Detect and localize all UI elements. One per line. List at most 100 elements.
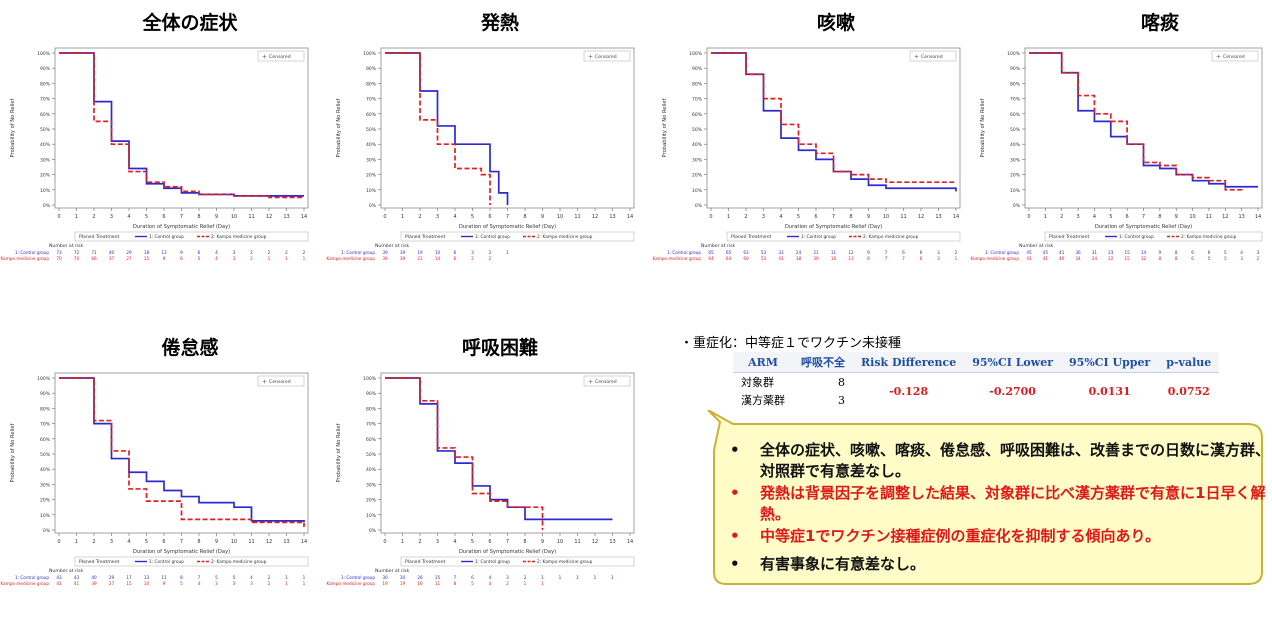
x-axis-label: Duration of Symptomatic Relief (Day)	[459, 224, 556, 230]
x-tick-label: 7	[180, 214, 183, 220]
plot-frame	[1024, 47, 1263, 209]
risk-value: 15	[1124, 250, 1130, 255]
y-tick-label: 30%	[692, 157, 703, 163]
risk-value: 53	[761, 256, 767, 261]
svg-text:Censored: Censored	[269, 54, 291, 60]
svg-text:1: Control group: 1: Control group	[1119, 234, 1154, 240]
x-tick-label: 10	[231, 539, 237, 545]
ci-upper-value: 0.0131	[1088, 384, 1131, 398]
svg-text:Censored: Censored	[595, 54, 617, 60]
risk-value: 72	[74, 250, 80, 255]
y-tick-label: 10%	[40, 188, 51, 194]
risk-label: Number at risk	[375, 243, 410, 249]
risk-value: 13	[161, 250, 167, 255]
risk-value: 38	[796, 256, 802, 261]
y-tick-label: 80%	[40, 406, 51, 412]
y-tick-label: 60%	[40, 112, 51, 118]
risk-value: 8	[1159, 256, 1162, 261]
y-tick-label: 40%	[40, 467, 51, 473]
y-tick-label: 50%	[40, 127, 51, 133]
risk-value: 1	[524, 581, 527, 586]
group-legend: Planed Treatment 1: Control group 2: Kampo…	[74, 231, 309, 242]
x-tick-label: 13	[609, 539, 615, 545]
risk-value: 34	[1075, 256, 1081, 261]
y-tick-label: 20%	[40, 173, 51, 179]
risk-value: 2	[955, 250, 958, 255]
risk-value: 21	[813, 250, 819, 255]
y-tick-label: 10%	[692, 188, 703, 194]
risk-value: 11	[161, 575, 167, 580]
y-tick-label: 0%	[369, 528, 377, 534]
y-tick-label: 50%	[692, 127, 703, 133]
col-ci-upper: 95%CI Upper	[1061, 352, 1159, 373]
svg-text:Planed Treatment: Planed Treatment	[79, 559, 120, 565]
x-tick-label: 10	[231, 214, 237, 220]
x-tick-label: 3	[110, 539, 113, 545]
x-tick-label: 2	[418, 539, 421, 545]
censored-legend: + Censored	[583, 375, 631, 387]
risk-value: 3	[506, 575, 509, 580]
x-tick-label: 12	[592, 539, 598, 545]
risk-row-name: 1: Control group	[15, 575, 49, 580]
group-legend: Planed Treatment 1: Control group 2: Kampo…	[400, 231, 635, 242]
risk-value: 23	[1108, 250, 1114, 255]
svg-text:+: +	[1216, 54, 1221, 61]
risk-value: 1	[576, 575, 579, 580]
risk-value: 2	[506, 581, 509, 586]
km-chart: 0%10%20%30%40%50%60%70%80%90%100%0 1 2 3 4 5 6…	[326, 47, 635, 261]
x-tick-label: 8	[523, 539, 526, 545]
x-tick-label: 0	[1027, 214, 1030, 220]
risk-value: 15	[1124, 256, 1130, 261]
x-tick-label: 6	[1126, 214, 1129, 220]
x-tick-label: 0	[383, 539, 386, 545]
x-tick-label: 6	[488, 539, 491, 545]
risk-value: 1	[541, 581, 544, 586]
censored-legend: + Censored	[257, 375, 305, 387]
x-tick-label: 1	[401, 539, 404, 545]
risk-value: 2	[250, 250, 253, 255]
risk-value: 53	[761, 250, 767, 255]
x-tick-label: 8	[197, 539, 200, 545]
x-tick-label: 10	[557, 539, 563, 545]
x-tick-label: 14	[627, 539, 633, 545]
x-tick-label: 1	[75, 539, 78, 545]
censored-legend: + Censored	[1211, 50, 1259, 62]
y-tick-label: 90%	[692, 66, 703, 72]
risk-value: 27	[126, 256, 132, 261]
y-tick-label: 90%	[40, 66, 51, 72]
y-tick-label: 0%	[695, 203, 703, 209]
risk-value: 40	[109, 250, 115, 255]
risk-value: 19	[400, 581, 406, 586]
plot-frame	[706, 47, 961, 209]
x-tick-label: 4	[1093, 214, 1096, 220]
arm-cell: 対象群	[741, 376, 774, 389]
y-tick-label: 40%	[366, 467, 377, 473]
risk-value: 3	[471, 250, 474, 255]
y-tick-label: 30%	[40, 157, 51, 163]
risk-value: 2	[250, 256, 253, 261]
x-tick-label: 0	[383, 214, 386, 220]
risk-value: 16	[831, 256, 837, 261]
risk-value: 70	[74, 256, 80, 261]
risk-value: 11	[435, 581, 441, 586]
kampo-curve	[59, 377, 305, 527]
x-axis-label: Duration of Symptomatic Relief (Day)	[785, 224, 882, 230]
risk-value: 70	[56, 256, 62, 261]
x-tick-label: 13	[283, 539, 289, 545]
panel-title: 咳嗽	[816, 12, 855, 34]
y-tick-label: 10%	[366, 188, 377, 194]
risk-value: 4	[215, 256, 218, 261]
risk-value: 39	[91, 581, 97, 586]
x-tick-label: 10	[557, 214, 563, 220]
x-tick-label: 9	[541, 214, 544, 220]
svg-text:+: +	[588, 54, 593, 61]
col-risk-difference: Risk Difference	[853, 352, 965, 373]
svg-text:Planed Treatment: Planed Treatment	[79, 234, 120, 240]
table-row: 対象群 8 -0.128 -0.2700 0.0131 0.0752	[733, 373, 1219, 398]
risk-row-name: 1: Control group	[985, 250, 1019, 255]
risk-value: 71	[91, 250, 97, 255]
y-tick-label: 100%	[37, 376, 51, 382]
risk-value: 3	[937, 256, 940, 261]
risk-value: 1	[541, 575, 544, 580]
svg-text:2: Kampo medicine group: 2: Kampo medicine group	[537, 559, 593, 565]
